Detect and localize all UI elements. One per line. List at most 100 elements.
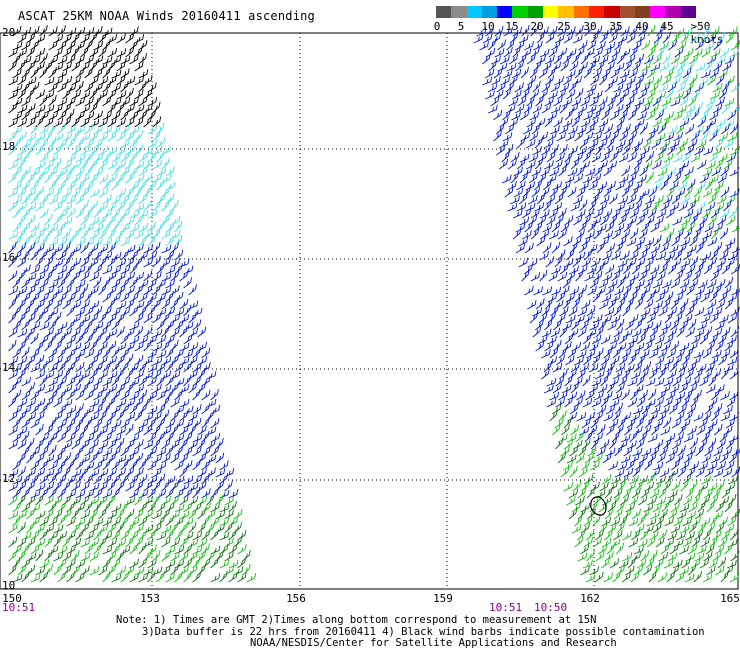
wind-barb	[12, 389, 22, 401]
wind-barb	[201, 403, 211, 415]
wind-barb	[576, 368, 586, 380]
wind-barb	[219, 503, 230, 513]
wind-barb	[675, 571, 685, 583]
wind-barb	[603, 165, 613, 177]
wind-barb	[667, 489, 678, 499]
wind-barb	[731, 447, 740, 457]
wind-barb	[708, 174, 719, 184]
wind-barb	[546, 174, 557, 184]
wind-barb	[111, 573, 122, 583]
wind-barb	[555, 397, 566, 408]
wind-barb	[614, 286, 625, 296]
wind-barb	[129, 572, 140, 583]
colorbar-label-45: 45	[660, 20, 674, 33]
wind-barb	[612, 410, 621, 422]
wind-barb	[183, 304, 192, 317]
wind-barb	[622, 304, 631, 317]
wind-barb	[602, 251, 612, 261]
wind-barb	[700, 292, 710, 303]
wind-barb	[716, 257, 727, 268]
wind-barb	[66, 137, 76, 149]
wind-barb	[696, 363, 707, 373]
wind-barb	[638, 25, 648, 37]
wind-barb	[120, 390, 130, 401]
wind-barb	[80, 61, 90, 72]
wind-barb	[152, 423, 161, 436]
wind-barb	[170, 297, 179, 310]
wind-barb	[649, 264, 660, 275]
wind-barb	[597, 201, 608, 212]
wind-barb	[510, 195, 520, 205]
wind-barb	[596, 241, 605, 254]
wind-barb	[102, 500, 111, 513]
wind-barb	[98, 228, 107, 240]
wind-barb	[588, 383, 599, 394]
wind-barb	[17, 328, 28, 338]
wind-barb	[35, 493, 44, 506]
wind-barb	[690, 376, 700, 387]
wind-barb	[147, 124, 158, 135]
wind-barb	[161, 244, 172, 254]
wind-barb	[580, 299, 591, 310]
wind-barb	[98, 495, 108, 506]
wind-barb	[658, 102, 668, 114]
wind-barb	[138, 251, 149, 261]
wind-barb	[84, 206, 93, 219]
wind-barb	[703, 263, 713, 275]
wind-barb	[125, 412, 136, 422]
wind-barb	[715, 96, 725, 107]
wind-barb	[161, 495, 172, 506]
wind-barb	[649, 326, 659, 338]
wind-barb	[134, 61, 144, 72]
wind-barb	[107, 271, 117, 282]
wind-barb	[75, 194, 85, 205]
wind-barb	[89, 566, 100, 576]
wind-barb	[599, 194, 610, 205]
wind-barb	[600, 374, 609, 387]
wind-barb	[680, 460, 690, 471]
wind-barb	[48, 389, 58, 401]
wind-barb	[713, 403, 723, 415]
wind-barb	[80, 565, 90, 576]
wind-barb	[557, 47, 568, 58]
wind-barb	[634, 97, 645, 107]
wind-barb	[731, 40, 740, 51]
wind-barb	[143, 75, 153, 86]
wind-barb	[210, 573, 221, 583]
wind-barb	[610, 130, 620, 142]
wind-barb	[729, 122, 739, 135]
wind-barb	[152, 437, 161, 450]
wind-barb	[573, 195, 583, 205]
wind-barb	[645, 398, 656, 408]
wind-barb	[30, 403, 40, 415]
wind-barb	[703, 488, 714, 499]
wind-barb	[632, 40, 642, 51]
wind-barb	[53, 327, 63, 338]
wind-barb	[102, 276, 111, 289]
wind-barb	[673, 516, 683, 527]
wind-barb	[559, 325, 568, 338]
wind-barb	[603, 186, 613, 198]
wind-barb	[672, 172, 682, 184]
wind-barb	[576, 349, 587, 359]
wind-barb	[80, 214, 90, 226]
wind-barb	[681, 396, 690, 408]
wind-barb	[635, 479, 644, 492]
wind-barb	[714, 544, 725, 555]
wind-barb	[102, 474, 112, 485]
wind-barb	[621, 123, 631, 135]
wind-barb	[53, 298, 63, 310]
wind-barb	[684, 124, 695, 135]
wind-barb	[165, 559, 176, 569]
wind-barb	[53, 340, 63, 352]
wind-barb	[12, 305, 22, 317]
wind-barb	[650, 467, 661, 478]
wind-barb	[71, 538, 82, 548]
wind-barb	[521, 24, 530, 37]
wind-barb	[21, 473, 31, 485]
wind-barb	[636, 396, 646, 408]
wind-barb	[62, 172, 72, 184]
wind-barb	[75, 502, 86, 513]
wind-barb	[593, 227, 603, 240]
wind-barb	[8, 536, 18, 548]
